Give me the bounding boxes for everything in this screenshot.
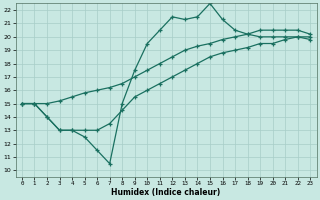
X-axis label: Humidex (Indice chaleur): Humidex (Indice chaleur): [111, 188, 221, 197]
